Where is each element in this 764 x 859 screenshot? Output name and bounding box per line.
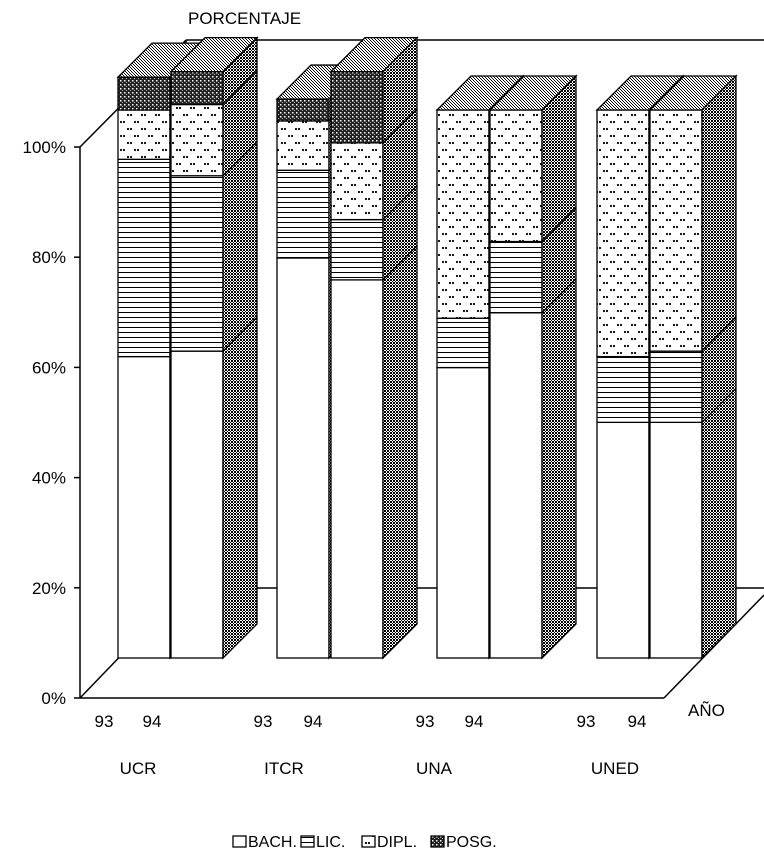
bar-side-face (222, 36, 258, 660)
x-tick-label: 94 (628, 712, 647, 731)
legend-label: BACH. (248, 834, 297, 851)
side-segment-line (222, 316, 258, 352)
x-tick-label: 94 (465, 712, 484, 731)
y-tick-labels: 0% 20% 40% 60% 80% 100% (23, 138, 80, 708)
bar-uned-94 (648, 74, 738, 660)
bar-una-94 (488, 74, 578, 660)
bar-segment-lic (276, 169, 330, 259)
group-label: UNED (591, 759, 639, 778)
bar-side-face (382, 36, 418, 660)
side-segment-line (382, 245, 418, 281)
legend-swatch (430, 835, 445, 848)
bar-segment-bach (117, 355, 171, 659)
y-tick-label: 40% (32, 469, 66, 488)
side-segment-line (382, 185, 418, 221)
group-labels: UCR ITCR UNA UNED (120, 759, 640, 778)
bar-side-face (541, 74, 577, 660)
bar-segment-dipl (276, 120, 330, 171)
bar-segment-bach (596, 421, 650, 659)
legend-entry-posg: POSG. (430, 834, 497, 851)
bar-segment-posg (117, 76, 171, 111)
legend-swatch (300, 835, 315, 848)
bar-side-face (701, 74, 737, 660)
y-tick-label: 100% (23, 138, 66, 157)
bar-segment-dipl (489, 109, 543, 243)
group-label: UNA (416, 759, 453, 778)
legend-swatch (361, 835, 376, 848)
bar-segment-posg (276, 98, 330, 122)
side-segment-line (701, 316, 737, 352)
legend-entry-bach: BACH. (232, 834, 297, 851)
legend-entry-lic: LIC. (300, 834, 345, 851)
y-axis-title: PORCENTAJE (188, 9, 301, 28)
bar-segment-bach (649, 421, 703, 659)
side-segment-line (541, 207, 577, 242)
bar-segment-dipl (436, 109, 490, 319)
bars-layer (116, 36, 738, 660)
legend-entry-dipl: DIPL. (361, 834, 417, 851)
bar-segment-lic (436, 317, 490, 369)
legend-label: POSG. (446, 834, 497, 851)
bar-segment-posg (330, 70, 384, 144)
side-segment-line (222, 141, 258, 177)
x-tick-label: 93 (416, 712, 435, 731)
y-tick-label: 0% (41, 689, 66, 708)
bar-segment-dipl (649, 109, 703, 352)
bar-segment-lic (649, 350, 703, 424)
legend-label: LIC. (316, 834, 345, 851)
group-label: UCR (120, 759, 157, 778)
side-segment-line (541, 278, 577, 314)
y-tick-label: 20% (32, 579, 66, 598)
group-label: ITCR (264, 759, 304, 778)
bar-segment-bach (276, 257, 330, 659)
side-segment-line (222, 70, 258, 105)
x-tick-label: 93 (254, 712, 273, 731)
side-segment-line (701, 387, 737, 423)
side-segment-line (382, 108, 418, 144)
legend-label: DIPL. (377, 834, 417, 851)
bar-segment-posg (170, 70, 224, 106)
bar-segment-lic (596, 355, 650, 424)
x-tick-labels: 93 94 93 94 93 94 93 94 (95, 712, 647, 731)
bar-segment-dipl (330, 142, 384, 221)
bar-segment-lic (170, 175, 224, 352)
x-axis-title: AÑO (688, 701, 725, 720)
x-tick-label: 93 (95, 712, 114, 731)
legend-swatch (232, 835, 247, 848)
bar-segment-dipl (170, 103, 224, 177)
y-tick-label: 60% (32, 358, 66, 377)
bar-segment-lic (489, 240, 543, 314)
bar-segment-dipl (596, 109, 650, 358)
bar-segment-bach (489, 312, 543, 659)
x-tick-label: 93 (577, 712, 596, 731)
bar-itcr-94 (329, 36, 419, 660)
bar-segment-bach (170, 350, 224, 659)
x-tick-label: 94 (143, 712, 162, 731)
bar-segment-bach (330, 279, 384, 659)
bar-segment-bach (436, 366, 490, 659)
bar-segment-lic (330, 218, 384, 281)
bar-ucr-94 (169, 36, 259, 660)
legend: BACH. LIC. DIPL. POSG. (232, 834, 497, 851)
x-tick-label: 94 (304, 712, 323, 731)
bar-segment-lic (117, 158, 171, 358)
bar-segment-dipl (117, 109, 171, 160)
y-tick-label: 80% (32, 248, 66, 267)
